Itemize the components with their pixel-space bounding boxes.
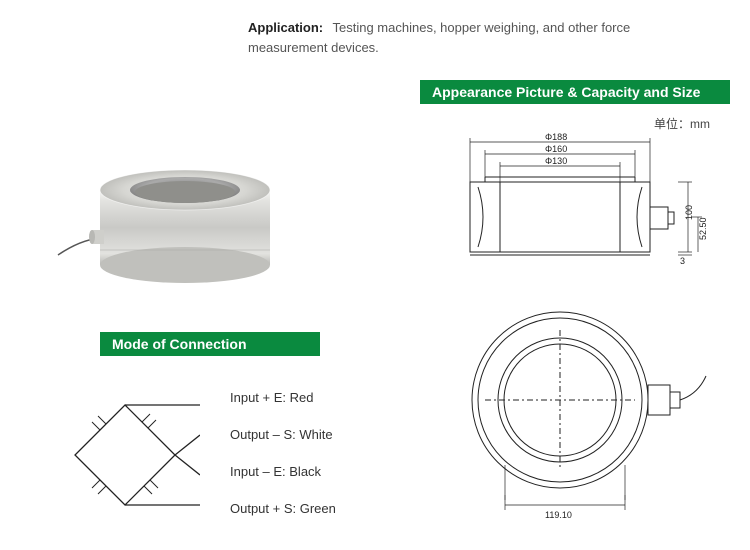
application-block: Application: Testing machines, hopper we… [248,18,708,57]
mode-section-header: Mode of Connection [100,332,320,356]
connection-list: Input + E: Red Output – S: White Input –… [230,390,336,538]
appearance-section-header: Appearance Picture & Capacity and Size [420,80,730,104]
mode-header-text: Mode of Connection [112,336,247,352]
dim-height-sub: 52.50 [698,217,708,240]
dim-d-mid: Φ160 [545,144,567,154]
connection-item: Output + S: Green [230,501,336,516]
appearance-header-text: Appearance Picture & Capacity and Size [432,84,700,100]
connection-item: Input – E: Black [230,464,336,479]
dimension-drawing-section: Φ188 Φ160 Φ130 100 52.50 3 [430,132,720,272]
application-label: Application: [248,20,323,35]
unit-label: 单位：mm [654,115,710,132]
product-photo [50,120,310,300]
dim-d-inner: Φ130 [545,156,567,166]
connection-item: Output – S: White [230,427,336,442]
wheatstone-bridge-icon [50,380,200,530]
dim-height-total: 100 [684,205,694,220]
connection-item: Input + E: Red [230,390,336,405]
dimension-drawing-plan: 119.10 [430,300,720,530]
dim-d-outer: Φ188 [545,132,567,142]
dim-width-bottom: 119.10 [545,510,572,520]
dim-height-ring: 3 [680,256,685,266]
